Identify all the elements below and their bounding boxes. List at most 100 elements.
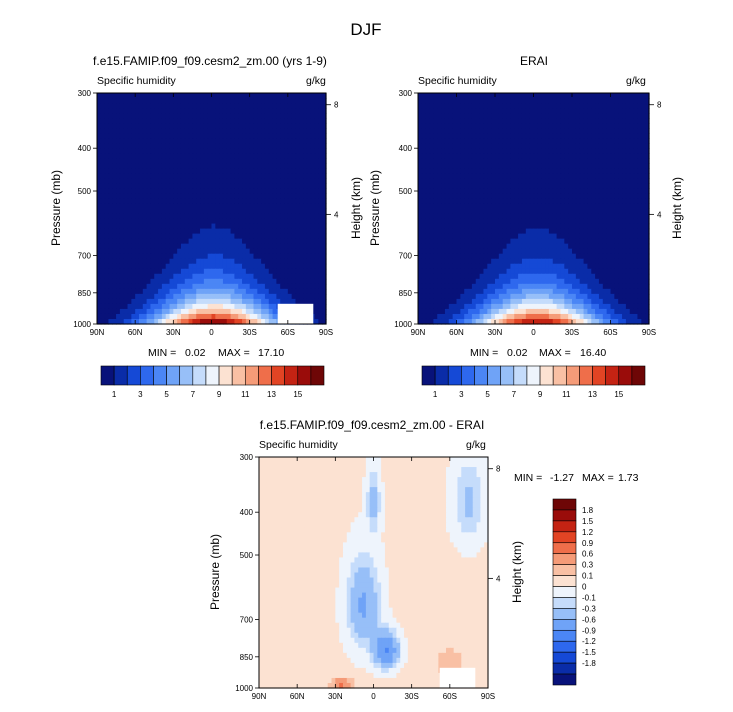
field-cell [502, 223, 508, 230]
field-cell [264, 143, 270, 149]
field-cell [629, 263, 635, 270]
field-cell [479, 158, 485, 164]
field-cell [222, 198, 228, 205]
field-cell [135, 293, 140, 300]
field-cell [510, 143, 515, 149]
field-cell [437, 223, 442, 230]
field-cell [606, 213, 612, 220]
field-cell [521, 228, 527, 235]
field-cell [127, 258, 132, 265]
field-cell [560, 108, 565, 114]
field-cell [211, 308, 216, 315]
field-cell [272, 128, 277, 134]
field-cell [177, 133, 182, 139]
field-cell [192, 233, 197, 240]
field-cell [444, 158, 450, 164]
field-cell [595, 198, 600, 205]
field-cell [533, 188, 538, 195]
field-cell [306, 298, 312, 305]
field-cell [207, 153, 213, 159]
field-cell [464, 118, 469, 124]
field-cell [606, 268, 612, 275]
field-cell [322, 138, 327, 144]
field-cell [192, 183, 197, 190]
field-cell [310, 298, 316, 305]
field-cell [123, 243, 129, 250]
field-cell [138, 228, 144, 235]
field-cell [211, 108, 216, 114]
field-cell [441, 243, 446, 250]
field-cell [429, 233, 434, 240]
field-cell [541, 143, 546, 149]
field-cell [196, 248, 201, 255]
field-cell [196, 153, 201, 159]
field-cell [280, 153, 285, 159]
field-cell [138, 188, 144, 195]
field-cell [299, 178, 304, 184]
field-cell [112, 133, 117, 139]
field-cell [112, 223, 117, 230]
field-cell [287, 253, 293, 260]
field-cell [154, 128, 159, 134]
field-cell [173, 118, 178, 124]
field-cell [468, 268, 473, 275]
field-cell [234, 278, 239, 285]
field-cell [138, 133, 144, 139]
field-cell [242, 118, 247, 124]
field-cell [306, 148, 312, 154]
field-cell [433, 98, 438, 104]
field-cell [560, 183, 565, 190]
field-cell [310, 198, 316, 205]
field-cell [506, 258, 511, 265]
field-cell [437, 168, 442, 174]
field-cell [245, 198, 251, 205]
field-cell [261, 163, 266, 169]
field-cell [598, 123, 604, 129]
field-cell [158, 313, 163, 320]
field-cell [203, 178, 209, 184]
field-cell [452, 228, 458, 235]
field-cell [425, 178, 431, 184]
field-cell [146, 248, 152, 255]
field-cell [579, 108, 585, 114]
field-cell [215, 318, 220, 325]
field-cell [154, 178, 159, 184]
field-cell [219, 118, 224, 124]
field-cell [595, 98, 600, 104]
field-cell [135, 203, 140, 210]
field-cell [633, 138, 639, 144]
field-cell [146, 288, 152, 295]
field-cell [456, 233, 461, 240]
field-cell [310, 213, 316, 220]
field-cell [306, 138, 312, 144]
field-cell [314, 258, 319, 265]
field-cell [150, 218, 155, 225]
field-cell [495, 253, 500, 260]
field-cell [564, 213, 569, 220]
field-cell [242, 228, 247, 235]
field-cell [234, 213, 239, 220]
field-cell [303, 298, 308, 305]
field-cell [629, 228, 635, 235]
field-cell [276, 288, 281, 295]
field-cell [498, 128, 504, 134]
field-cell [150, 253, 155, 260]
field-cell [518, 173, 523, 179]
field-cell [215, 128, 220, 134]
field-cell [610, 133, 615, 139]
field-cell [108, 263, 113, 270]
field-cell [276, 238, 281, 245]
field-cell [429, 98, 434, 104]
field-cell [575, 163, 581, 169]
field-cell [108, 233, 113, 240]
field-cell [310, 258, 316, 265]
field-cell [518, 203, 523, 210]
field-cell [425, 223, 431, 230]
field-cell [173, 273, 178, 280]
field-cell [318, 198, 323, 205]
field-cell [479, 213, 485, 220]
field-cell [641, 123, 646, 129]
field-cell [303, 168, 308, 174]
field-cell [123, 98, 129, 104]
field-cell [154, 138, 159, 144]
